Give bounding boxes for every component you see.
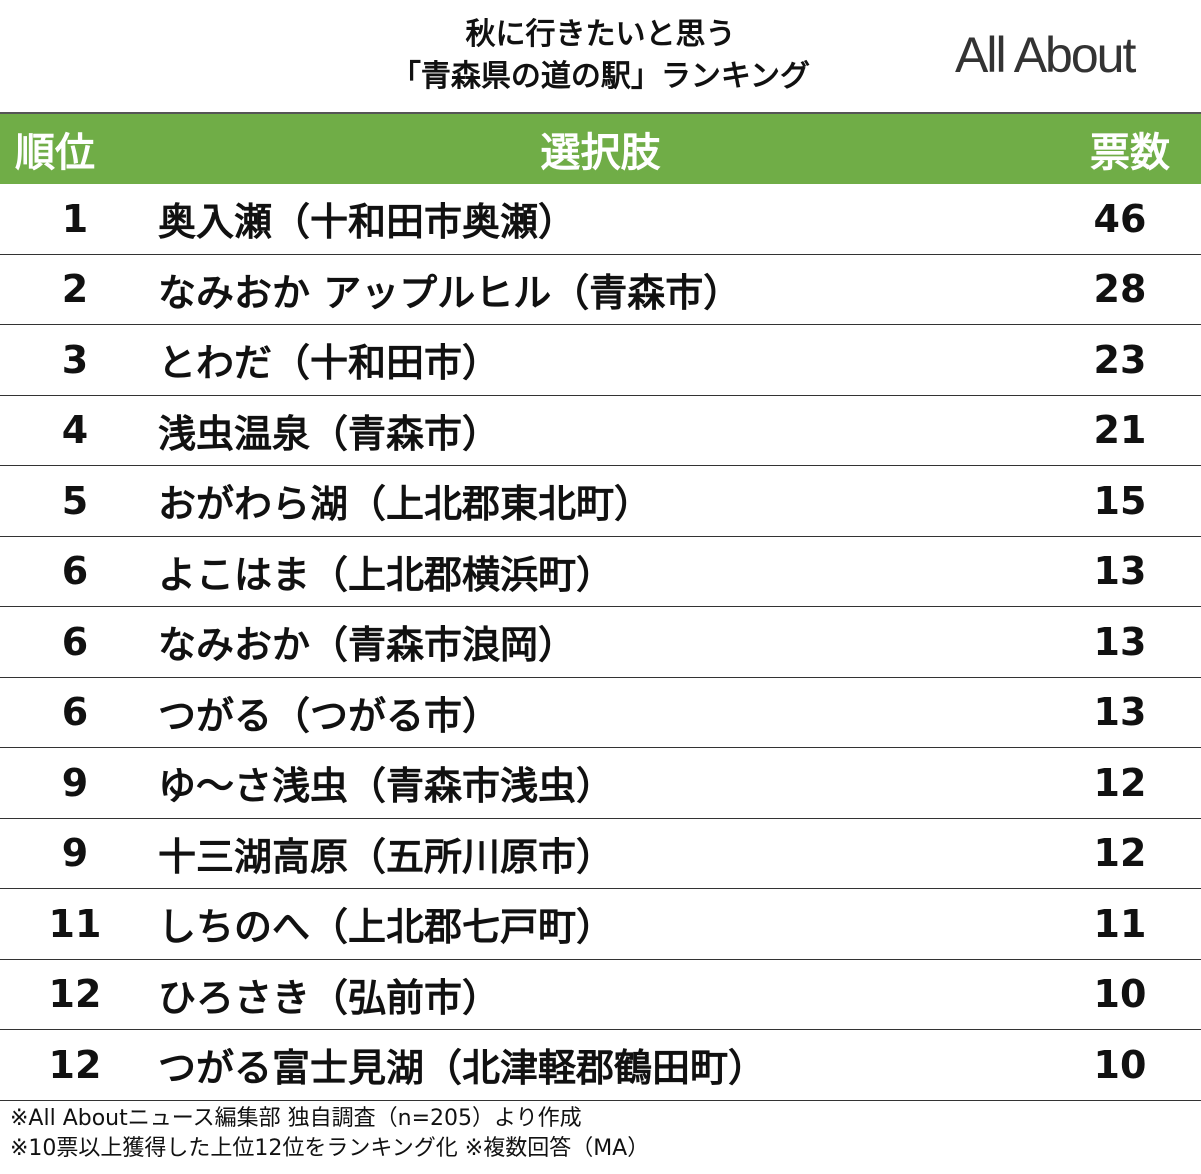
table-row: 6 なみおか（青森市浪岡） 13 xyxy=(0,607,1201,678)
option: ひろさき（弘前市） xyxy=(158,975,501,1020)
title-line: 「青森県の道の駅」ランキング xyxy=(390,59,811,94)
table-row: 9 ゆ～さ浅虫（青森市浅虫） 12 xyxy=(0,748,1201,819)
rank: 12 xyxy=(48,1042,102,1087)
table-row: 5 おがわら湖（上北郡東北町） 15 xyxy=(0,466,1201,537)
note: ※10票以上獲得した上位12位をランキング化 ※複数回答（MA） xyxy=(10,1136,650,1161)
table-row: 12 つがる富士見湖（北津軽郡鶴田町） 10 xyxy=(0,1030,1201,1101)
votes: 23 xyxy=(1093,337,1147,382)
rank: 2 xyxy=(61,267,89,312)
option: なみおか（青森市浪岡） xyxy=(158,623,577,668)
table-row: 2 なみおか アップルヒル（青森市） 28 xyxy=(0,255,1201,325)
option: つがる（つがる市） xyxy=(158,693,501,738)
option: とわだ（十和田市） xyxy=(158,341,501,386)
rank: 3 xyxy=(61,337,89,382)
rank: 9 xyxy=(61,831,89,876)
rank: 1 xyxy=(61,196,89,241)
table-row: 12 ひろさき（弘前市） 10 xyxy=(0,960,1201,1030)
votes: 12 xyxy=(1093,760,1147,805)
table-row: 11 しちのへ（上北郡七戸町） 11 xyxy=(0,889,1201,960)
rank: 11 xyxy=(48,901,102,946)
option: なみおか アップルヒル（青森市） xyxy=(158,270,742,315)
table-header: 順位 選択肢 票数 xyxy=(0,112,1201,184)
option: ゆ～さ浅虫（青森市浅虫） xyxy=(158,764,615,809)
table-row: 3 とわだ（十和田市） 23 xyxy=(0,325,1201,396)
title: 秋に行きたいと思う 「青森県の道の駅」ランキング xyxy=(0,14,1201,98)
footer: ※All Aboutニュース編集部 独自調査（n=205）より作成 ※10票以上… xyxy=(10,1104,649,1164)
option: おがわら湖（上北郡東北町） xyxy=(158,482,653,527)
table-row: 1 奥入瀬（十和田市奥瀬） 46 xyxy=(0,184,1201,255)
rank: 6 xyxy=(61,690,89,735)
table-row: 4 浅虫温泉（青森市） 21 xyxy=(0,396,1201,466)
votes: 15 xyxy=(1093,478,1147,523)
ranking-table: 順位 選択肢 票数 1 奥入瀬（十和田市奥瀬） 46 2 なみおか アップルヒル（青森市… xyxy=(0,112,1201,1101)
votes: 46 xyxy=(1093,196,1147,241)
option: 浅虫温泉（青森市） xyxy=(158,411,501,456)
votes: 11 xyxy=(1093,901,1147,946)
logo: All About xyxy=(955,27,1136,83)
column-header: 順位 xyxy=(15,130,95,176)
rank: 6 xyxy=(61,619,89,664)
votes: 13 xyxy=(1093,690,1147,735)
option: しちのへ（上北郡七戸町） xyxy=(158,905,615,950)
rank: 12 xyxy=(48,972,102,1017)
votes: 10 xyxy=(1093,1042,1147,1087)
rank: 4 xyxy=(61,408,89,453)
column-header: 票数 xyxy=(1090,130,1170,176)
option: よこはま（上北郡横浜町） xyxy=(158,552,615,597)
table-row: 6 よこはま（上北郡横浜町） 13 xyxy=(0,537,1201,607)
option: つがる富士見湖（北津軽郡鶴田町） xyxy=(158,1046,767,1091)
rank: 9 xyxy=(61,760,89,805)
option: 十三湖高原（五所川原市） xyxy=(158,834,615,879)
votes: 13 xyxy=(1093,619,1147,664)
column-header: 選択肢 xyxy=(540,130,661,176)
title-line: 秋に行きたいと思う xyxy=(465,17,736,52)
votes: 13 xyxy=(1093,549,1147,594)
option: 奥入瀬（十和田市奥瀬） xyxy=(158,200,577,245)
votes: 12 xyxy=(1093,831,1147,876)
table-row: 9 十三湖高原（五所川原市） 12 xyxy=(0,819,1201,889)
table-row: 6 つがる（つがる市） 13 xyxy=(0,678,1201,748)
rank: 5 xyxy=(61,478,89,523)
votes: 10 xyxy=(1093,972,1147,1017)
note: ※All Aboutニュース編集部 独自調査（n=205）より作成 xyxy=(10,1106,582,1131)
votes: 21 xyxy=(1093,408,1147,453)
votes: 28 xyxy=(1093,267,1147,312)
rank: 6 xyxy=(61,549,89,594)
